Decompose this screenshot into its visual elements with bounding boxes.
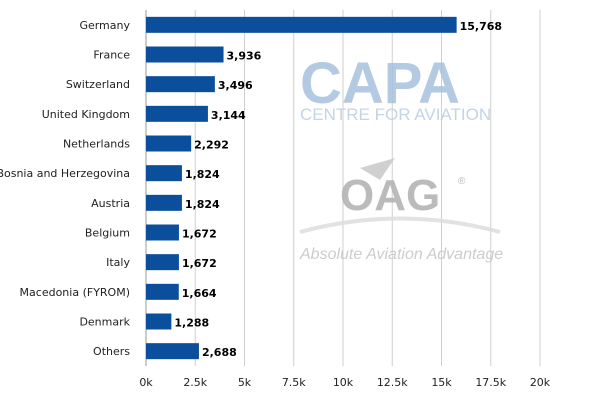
x-tick-label: 10k bbox=[333, 376, 354, 389]
oag-logo: OAG ® Absolute Aviation Advantage bbox=[299, 158, 503, 263]
bar bbox=[146, 343, 199, 360]
oag-tagline: Absolute Aviation Advantage bbox=[299, 246, 503, 263]
data-label: 1,664 bbox=[182, 287, 217, 300]
data-label: 1,288 bbox=[174, 317, 209, 330]
oag-registered-mark: ® bbox=[458, 176, 466, 187]
gridlines bbox=[145, 10, 541, 366]
bar bbox=[146, 46, 224, 63]
bar bbox=[146, 76, 215, 93]
category-label: United Kingdom bbox=[42, 108, 130, 121]
x-axis-tick-labels: 0k 2.5k 5k 7.5k 10k 12.5k 15k 17.5k 20k bbox=[139, 376, 550, 389]
x-tick-label: 17.5k bbox=[475, 376, 506, 389]
bar bbox=[146, 165, 182, 182]
data-label: 3,496 bbox=[218, 79, 253, 92]
oag-swoosh-icon bbox=[360, 158, 395, 180]
category-label: Belgium bbox=[85, 227, 130, 240]
capa-logo-text: CAPA bbox=[300, 51, 460, 116]
bars bbox=[146, 16, 457, 360]
watermark: CAPA CENTRE FOR AVIATION OAG ® Absolute … bbox=[299, 51, 503, 263]
x-tick-label: 5k bbox=[238, 376, 252, 389]
data-label: 1,672 bbox=[182, 257, 217, 270]
data-label: 15,768 bbox=[460, 20, 502, 33]
data-label: 1,824 bbox=[185, 198, 220, 211]
category-label: Switzerland bbox=[66, 78, 130, 91]
x-tick-label: 0k bbox=[139, 376, 153, 389]
category-label: Bosnia and Herzegovina bbox=[0, 167, 130, 180]
data-label: 2,292 bbox=[194, 139, 229, 152]
data-label: 1,672 bbox=[182, 228, 217, 241]
data-labels: 15,768 3,936 3,496 3,144 2,292 1,824 1,824 1,67… bbox=[174, 20, 502, 359]
category-label: Germany bbox=[79, 19, 130, 32]
data-label: 1,824 bbox=[185, 168, 220, 181]
x-tick-label: 12.5k bbox=[377, 376, 408, 389]
data-label: 2,688 bbox=[202, 346, 237, 359]
category-labels: Germany France Switzerland United Kingdom Ne… bbox=[0, 19, 131, 358]
x-tick-label: 15k bbox=[431, 376, 452, 389]
x-tick-label: 7.5k bbox=[282, 376, 306, 389]
category-label: Others bbox=[93, 345, 130, 358]
category-label: Denmark bbox=[79, 316, 130, 329]
capa-logo: CAPA CENTRE FOR AVIATION bbox=[300, 51, 491, 124]
category-label: Italy bbox=[106, 256, 130, 269]
bar bbox=[146, 105, 208, 122]
category-label: Austria bbox=[91, 197, 130, 210]
bar bbox=[146, 313, 172, 330]
x-tick-label: 20k bbox=[530, 376, 551, 389]
category-label: Netherlands bbox=[63, 138, 130, 151]
data-label: 3,936 bbox=[227, 50, 262, 63]
bar bbox=[146, 224, 179, 241]
oag-logo-text: OAG bbox=[340, 171, 440, 220]
bar bbox=[146, 135, 192, 152]
bar bbox=[146, 254, 179, 271]
capa-subtitle: CENTRE FOR AVIATION bbox=[300, 105, 491, 124]
x-tick-label: 2.5k bbox=[183, 376, 207, 389]
bar bbox=[146, 16, 457, 33]
category-label: Macedonia (FYROM) bbox=[20, 286, 130, 299]
category-label: France bbox=[93, 49, 130, 62]
oag-underline-swoosh bbox=[299, 216, 501, 234]
bar bbox=[146, 194, 182, 211]
data-label: 3,144 bbox=[211, 109, 246, 122]
bar bbox=[146, 283, 179, 300]
